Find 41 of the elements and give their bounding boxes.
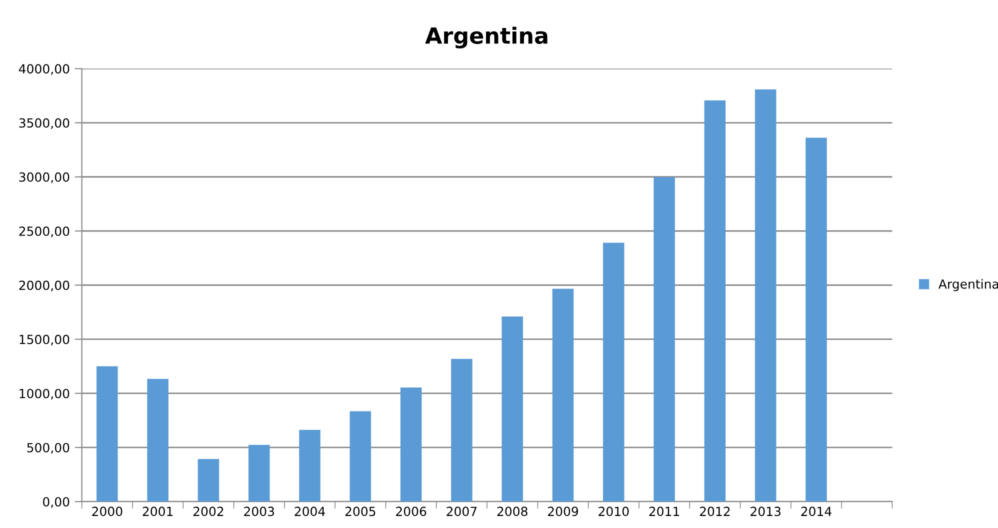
- bar: [248, 444, 270, 502]
- bar: [552, 288, 574, 502]
- x-tick-label: 2002: [193, 506, 224, 516]
- y-tick-label: 2000,00: [19, 280, 70, 292]
- x-tick-label: 2001: [142, 506, 173, 516]
- x-tick-label: 2008: [497, 506, 528, 516]
- bar: [603, 242, 624, 502]
- y-tick-label: 0,00: [43, 497, 70, 508]
- bar: [754, 89, 776, 502]
- x-tick-label: 2003: [244, 506, 274, 516]
- x-tick-label: 2014: [801, 506, 832, 516]
- y-tick-label: 1000,00: [20, 388, 70, 400]
- bar: [502, 316, 523, 502]
- y-tick-label: 500,00: [27, 442, 70, 454]
- legend-label: Argentina: [938, 279, 998, 292]
- x-tick-label: 2010: [598, 506, 629, 516]
- x-tick-label: 2013: [750, 506, 780, 516]
- bar: [704, 100, 726, 502]
- bar: [96, 366, 118, 502]
- bar: [654, 177, 675, 502]
- bar: [147, 378, 168, 502]
- y-tick-label: 3500,00: [19, 118, 70, 129]
- x-tick-label: 2007: [446, 506, 477, 516]
- y-tick-label: 3000,00: [19, 172, 70, 184]
- y-tick-label: 1500,00: [20, 334, 70, 346]
- bar: [451, 358, 472, 502]
- x-tick-label: 2000: [92, 506, 122, 516]
- x-tick-label: 2012: [700, 506, 730, 516]
- x-tick-label: 2004: [294, 506, 325, 516]
- chart-title: Argentina: [425, 26, 548, 48]
- x-tick-label: 2005: [345, 506, 376, 516]
- y-tick-label: 2500,00: [19, 226, 70, 238]
- x-tick-label: 2009: [548, 506, 578, 516]
- y-tick-label: 4000,00: [18, 64, 70, 75]
- bar: [400, 388, 422, 502]
- bar: [350, 411, 372, 502]
- bar: [198, 458, 220, 502]
- bar: [806, 138, 827, 502]
- x-tick-label: 2011: [649, 506, 680, 516]
- x-tick-label: 2006: [396, 506, 426, 516]
- bar: [299, 430, 320, 502]
